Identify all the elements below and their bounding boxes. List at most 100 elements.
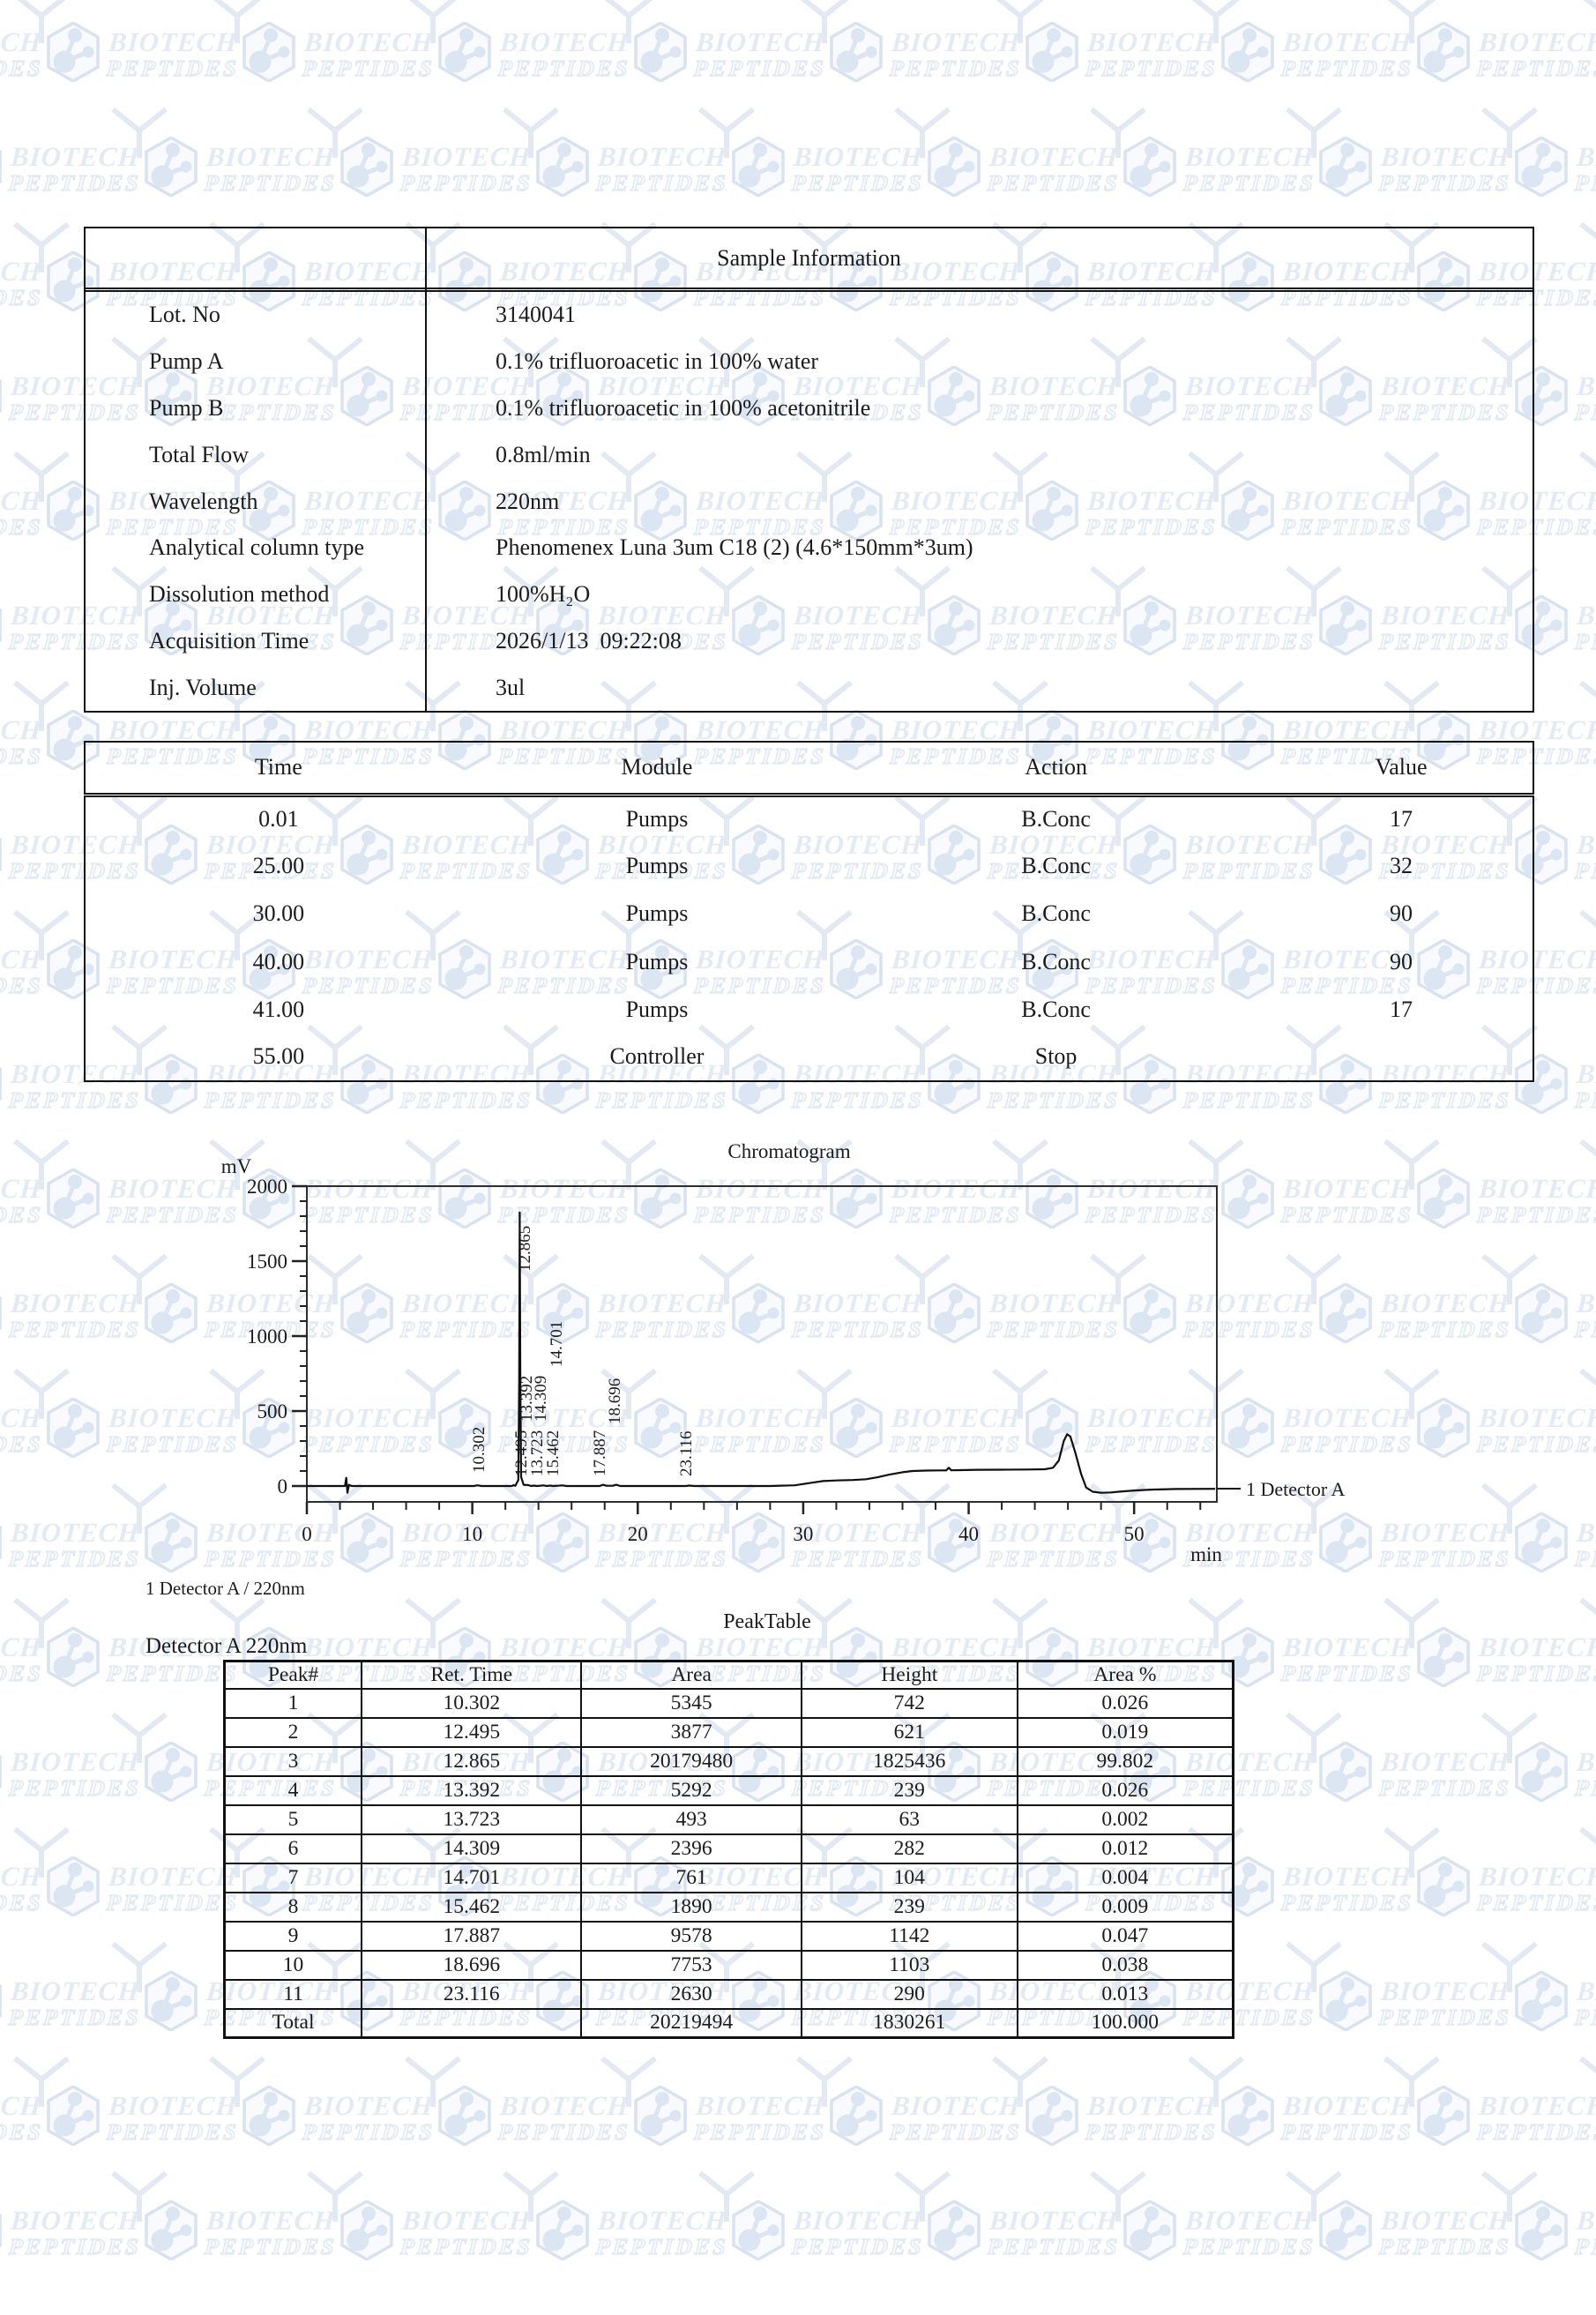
hexagon-molecule-icon [1319,1283,1372,1343]
hexagon-molecule-icon [1417,1627,1470,1687]
hexagon-corner-icon [307,1253,363,1304]
hexagon-corner-icon [996,0,1045,43]
hexagon-molecule-icon [1515,1512,1568,1572]
table-cell: 13.392 [361,1774,583,1806]
hexagon-corner-icon [1579,1368,1596,1386]
hexagon-molecule-icon [830,481,883,541]
hexagon-molecule-icon [145,366,198,426]
hexagon-molecule-icon [47,22,100,82]
table-cell: 1830261 [800,2007,1018,2039]
hexagon-molecule-icon [928,1283,981,1343]
hexagon-corner-icon [600,680,657,731]
hexagon-molecule-icon [242,22,295,82]
hexagon-molecule-icon [438,481,491,541]
table-cell: 13.723 [361,1803,583,1835]
field-value: 3ul [496,674,526,700]
hexagon-corner-icon [307,1024,363,1075]
hexagon-molecule-icon [732,1054,785,1114]
table-row: Total 20219494 1830261 100.000 [223,2007,1234,2039]
hexagon-corner-icon [600,221,657,273]
table-cell: 2396 [580,1833,802,1864]
table-cell: 1890 [580,1891,802,1923]
hexagon-corner-icon [307,107,363,158]
sample-info-row: Total Flow 0.8ml/min [86,431,1533,478]
x-tick-label: 10 [462,1523,482,1545]
hexagon-corner-icon [1286,1024,1342,1075]
hexagon-corner-icon [209,1368,265,1419]
field-value: 0.8ml/min [496,441,591,467]
hexagon-molecule-icon [1515,1283,1568,1343]
hexagon-corner-icon [796,1597,853,1648]
hexagon-corner-icon [1579,909,1596,928]
table-cell: 25.00 [252,853,305,879]
hexagon-corner-icon [992,1597,1048,1648]
field-label: Pump A [149,348,224,375]
table-row: 25.00 Pumps B.Conc 32 [85,842,1533,890]
sample-info-row: Acquisition Time 2026/1/13 09:22:08 [86,617,1533,664]
column-header-module: Module [471,742,843,797]
hexagon-corner-icon [1383,1139,1440,1190]
hexagon-molecule-icon [438,22,491,82]
hexagon-corner-icon [405,909,461,960]
hexagon-corner-icon [111,565,168,616]
hexagon-corner-icon [698,336,755,387]
hexagon-corner-icon [111,795,168,846]
hexagon-molecule-icon [1123,1512,1176,1572]
hexagon-corner-icon [405,221,461,273]
hexagon-molecule-icon [732,1512,785,1572]
table-row: 40.00 Pumps B.Conc 90 [85,937,1533,985]
hexagon-corner-icon [1481,336,1538,387]
hexagon-corner-icon [1188,909,1244,960]
y-tick-label: 2000 [247,1176,287,1198]
peak-retention-label: 13.392 [518,1376,536,1422]
table-header-row: Peak# Ret. Time Area Height Area % [223,1660,1234,1690]
hexagon-molecule-icon [1319,366,1372,426]
sample-info-row: Wavelength 220nm [86,478,1533,525]
peak-retention-label: 17.887 [591,1430,609,1476]
table-cell: 0.019 [1016,1716,1234,1748]
hexagon-molecule-icon [1417,481,1470,541]
table-row: 30.00 Pumps B.Conc 90 [85,890,1533,937]
sample-information-title: Sample Information [86,228,1533,292]
hexagon-corner-icon [1286,1712,1342,1763]
hexagon-molecule-icon [1221,481,1274,541]
hexagon-corner-icon [1383,909,1440,960]
hexagon-corner-icon [600,451,657,502]
hexagon-corner-icon [796,909,853,960]
hexagon-molecule-icon [340,1283,393,1343]
hexagon-molecule-icon [1515,137,1568,197]
hexagon-molecule-icon [242,1169,295,1228]
hexagon-corner-icon [209,221,265,273]
y-tick-label: 1500 [247,1251,287,1273]
hexagon-molecule-icon [340,1512,393,1572]
hexagon-corner-icon [992,1368,1048,1419]
hexagon-molecule-icon [536,825,589,885]
table-cell: 621 [800,1716,1018,1748]
sample-info-row: Analytical column type Phenomenex Luna 3u… [86,525,1533,571]
hexagon-molecule-icon [536,366,589,426]
hexagon-corner-icon [111,1253,168,1304]
table-cell: Stop [1034,1043,1078,1070]
hexagon-corner-icon [1286,2170,1342,2222]
legend-label: 1 Detector A [1246,1478,1346,1500]
hexagon-molecule-icon [47,1169,100,1228]
field-value: 100%H₂O [496,581,591,608]
